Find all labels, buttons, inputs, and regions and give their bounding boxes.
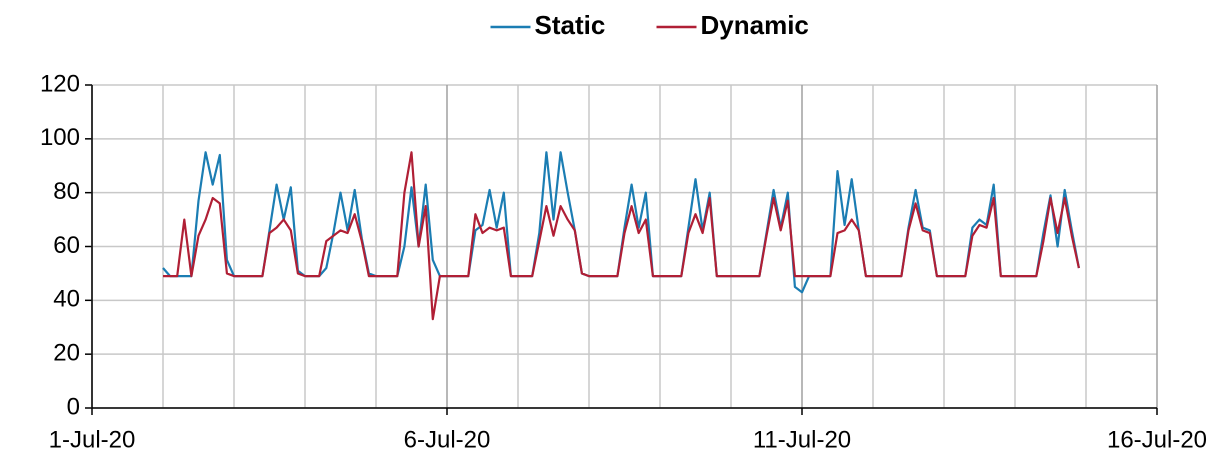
legend-label: Dynamic xyxy=(701,10,809,40)
x-tick-label: 16-Jul-20 xyxy=(1107,426,1207,453)
y-tick-label: 20 xyxy=(53,340,80,367)
series-line xyxy=(162,151,1080,294)
x-tick-label: 1-Jul-20 xyxy=(49,426,136,453)
y-tick-label: 60 xyxy=(53,232,80,259)
y-tick-label: 40 xyxy=(53,286,80,313)
x-tick-label: 11-Jul-20 xyxy=(753,426,851,453)
y-tick-label: 0 xyxy=(67,393,80,420)
y-tick-label: 120 xyxy=(40,70,80,97)
legend-label: Static xyxy=(535,10,606,40)
y-tick-label: 100 xyxy=(40,124,80,151)
series-line xyxy=(163,151,1080,321)
x-tick-label: 6-Jul-20 xyxy=(404,426,491,453)
y-tick-label: 80 xyxy=(53,178,80,205)
